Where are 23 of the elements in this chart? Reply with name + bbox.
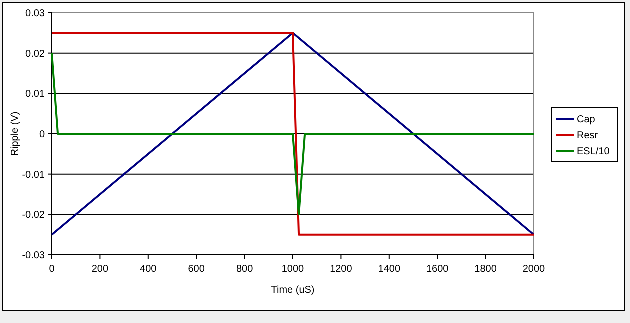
legend-label: ESL/10	[577, 146, 610, 158]
x-tick-label: 0	[49, 264, 56, 275]
y-tick-label: -0.01	[22, 170, 46, 181]
y-tick-label: 0.01	[26, 89, 46, 100]
y-tick-label: 0.02	[26, 48, 46, 60]
x-tick-label: 1800	[474, 264, 498, 275]
x-tick-label: 1000	[282, 264, 305, 275]
y-tick-label: 0	[39, 130, 46, 140]
x-tick-label: 200	[92, 264, 109, 275]
y-tick-label: -0.02	[22, 210, 46, 222]
legend-label: Resr	[577, 130, 599, 142]
x-tick-label: 800	[236, 264, 254, 275]
y-tick-label: -0.03	[22, 250, 46, 262]
x-tick-label: 400	[140, 264, 158, 275]
x-tick-label: 1200	[330, 264, 353, 275]
x-tick-label: 600	[188, 264, 206, 275]
x-tick-label: 1400	[378, 264, 401, 275]
legend-label: Cap	[577, 114, 596, 126]
y-axis-title: Ripple (V)	[10, 112, 21, 156]
x-axis-title: Time (uS)	[271, 285, 315, 296]
y-tick-label: 0.03	[26, 8, 46, 20]
x-tick-label: 1600	[426, 264, 450, 275]
x-tick-label: 2000	[522, 264, 546, 275]
